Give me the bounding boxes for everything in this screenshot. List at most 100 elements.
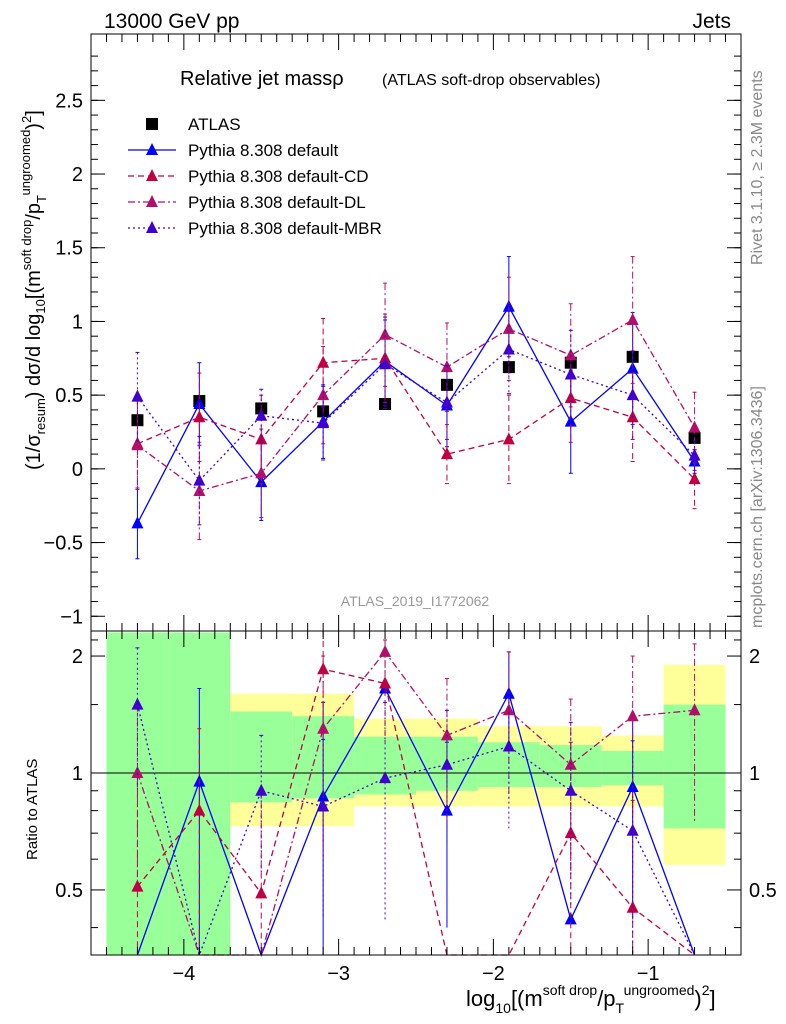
plot-title: Relative jet massρ [180,68,344,90]
ratio-y-tick-label: 2 [72,646,83,668]
series-3-point [626,312,639,325]
series-2-point [193,410,206,423]
series-0-main [131,350,701,444]
series-3-point [255,466,268,479]
series-2-point [255,432,268,445]
series-4-point [255,408,268,421]
ratio-y-tick-label: 2 [749,646,760,668]
series-1-point [131,516,144,529]
series-1-ratio-line [136,687,696,957]
plot-subtitle: (ATLAS soft-drop observables) [382,72,600,89]
series-4-ratio-point [502,739,515,752]
series-3-point [193,483,206,496]
rivet-version-label: Rivet 3.1.10, ≥ 2.3M events [749,70,766,265]
main-y-tick-label: 0.5 [55,385,83,407]
svg-text:log10[(msoft drop/pTungroomed): log10[(msoft drop/pTungroomed)2] [466,982,716,1016]
legend-marker-atlas [146,118,158,130]
series-4-point [317,416,330,429]
series-3-ratio-point [502,703,515,716]
series-3-ratio-point [626,709,639,722]
legend-label: Pythia 8.308 default [188,141,339,160]
series-3-ratio-point [317,721,330,734]
header-jets-label: Jets [692,10,731,33]
main-y-tick-label: −1 [60,606,83,628]
legend-marker [146,169,158,181]
series-4-point [131,389,144,402]
series-1-main [131,256,701,560]
x-tick-label: −2 [482,963,505,985]
series-1-point [564,414,577,427]
series-4-ratio-line [136,704,696,958]
series-3-ratio-point [131,765,144,778]
x-tick-label: −3 [327,963,350,985]
series-2-ratio-point [193,803,206,816]
series-4-ratio-point [564,783,577,796]
x-tick-label: −4 [172,963,195,985]
main-y-axis-label: (1/σresum) dσ/d log10[(msoft drop/pTungr… [18,110,49,470]
series-4-ratio-point [440,757,453,770]
series-3-ratio-point [440,728,453,741]
legend-marker [146,221,158,233]
ratio-y-tick-label: 0.5 [749,880,777,902]
main-y-tick-label: 2 [72,164,83,186]
series-2-ratio-point [564,826,577,839]
main-y-tick-label: 1.5 [55,238,83,260]
series-3-point [317,388,330,401]
main-y-tick-label: 2.5 [55,90,83,112]
main-y-tick-label: −0.5 [44,533,83,555]
series-4-point [440,395,453,408]
series-2-point [502,432,515,445]
series-3-point [688,420,701,433]
ratio-y-tick-label: 1 [749,763,760,785]
ratio-band-green [354,736,416,795]
series-2-ratio-line [136,668,695,956]
series-4-line [136,348,696,482]
series-2-main [131,313,701,510]
header-energy-label: 13000 GeV pp [104,10,239,33]
series-1-point [193,396,206,409]
series-4-main [131,304,701,526]
legend-label: ATLAS [188,115,241,134]
series-4-point [626,388,639,401]
series-4-point [193,473,206,486]
series-1-line [136,305,696,524]
series-4-point [688,448,701,461]
series-3-main [131,256,701,541]
series-3-ratio-point [688,703,701,716]
series-4-ratio [131,647,696,958]
series-4-ratio-point [317,799,330,812]
ratio-y-tick-label: 1 [72,763,83,785]
svg-text:(1/σresum) dσ/d log10[(msoft d: (1/σresum) dσ/d log10[(msoft drop/pTungr… [18,110,49,470]
ratio-plot-panel: 0.5 0.5 1 1 2 2 −4 −3 −2 −1 Ratio to ATLAS [24,630,777,985]
series-3-line [137,319,696,492]
series-4-point [564,367,577,380]
legend-label: Pythia 8.308 default-DL [188,193,366,212]
series-2-ratio-point [379,676,392,689]
main-plot-panel: −1 −0.5 0 0.5 1 1.5 2 2.5 Relative jet massρ (A… [18,33,742,632]
series-1-ratio-point [564,912,577,925]
series-3-point [131,438,144,451]
ratio-y-tick-label: 0.5 [55,880,83,902]
series-3-ratio-point [379,644,392,657]
series-3-point [379,327,392,340]
series-2-ratio-point [317,662,330,675]
main-y-tick-label: 1 [72,311,83,333]
series-4-ratio-point [379,771,392,784]
x-tick-label: −1 [637,963,660,985]
ratio-y-axis-label: Ratio to ATLAS [24,759,41,860]
series-2-line [137,357,696,480]
series-4-point [502,342,515,355]
analysis-watermark: ATLAS_2019_I1772062 [341,593,490,609]
legend-marker [146,143,158,155]
series-2-point [440,447,453,460]
main-y-tick-label: 0 [72,459,83,481]
series-2-point [688,472,701,485]
mcplots-label: mcplots.cern.ch [arXiv:1306.3436] [749,386,766,628]
legend-marker [146,195,158,207]
series-4-ratio-point [131,697,144,710]
legend-label: Pythia 8.308 default-MBR [188,219,382,238]
series-3-ratio [131,630,701,956]
series-4-point [379,357,392,370]
x-axis-label: log10[(msoft drop/pTungroomed)2] [466,982,716,1016]
